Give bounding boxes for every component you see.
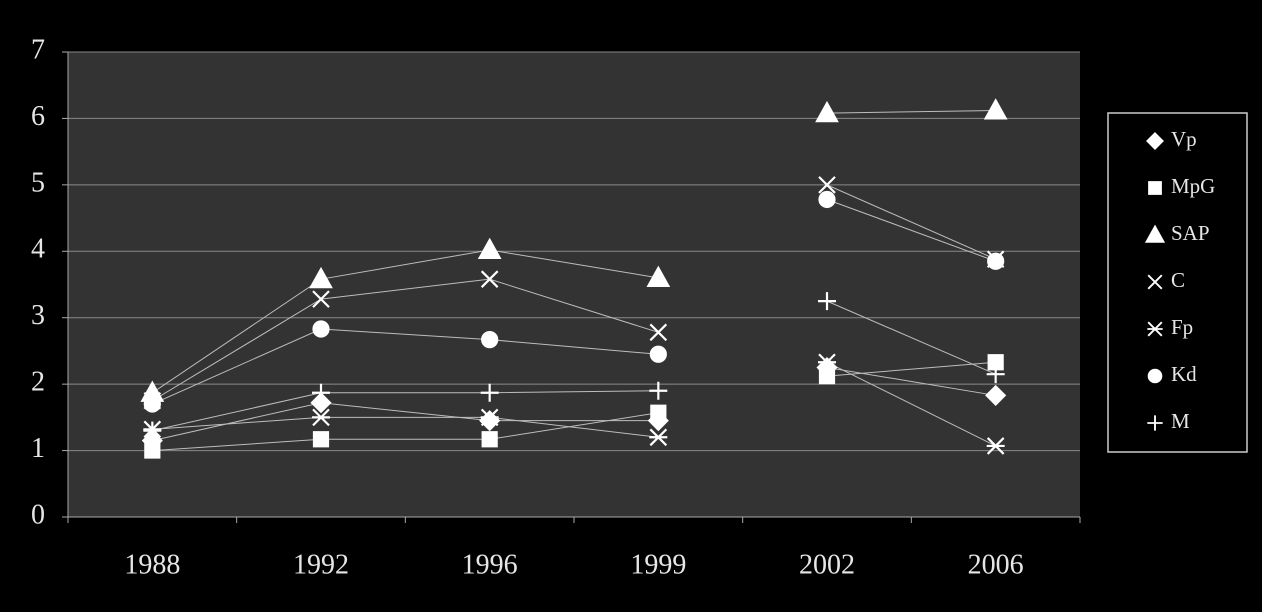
marker — [310, 392, 332, 414]
marker — [477, 237, 502, 260]
marker — [818, 292, 836, 311]
series-line — [152, 416, 659, 438]
marker — [481, 431, 498, 448]
legend-label: Vp — [1171, 127, 1197, 151]
legend-marker — [1147, 415, 1163, 431]
marker — [309, 266, 333, 289]
marker — [650, 404, 667, 421]
series-line — [152, 278, 659, 402]
marker — [312, 320, 330, 338]
legend-label: Fp — [1171, 315, 1193, 339]
series-line — [152, 412, 659, 452]
plot-area — [68, 52, 1080, 517]
marker — [649, 345, 667, 363]
marker — [312, 383, 330, 402]
marker — [986, 365, 1005, 384]
marker — [143, 421, 162, 440]
series-line — [826, 109, 996, 114]
y-tick-label: 3 — [31, 300, 45, 331]
legend-marker — [1146, 132, 1164, 150]
legend: Vp MpG SAP C Fp Kd M — [1144, 127, 1215, 433]
marker — [144, 442, 161, 459]
legend-label: SAP — [1171, 221, 1210, 245]
series-line — [152, 402, 659, 442]
legend-label: M — [1171, 409, 1190, 433]
marker — [480, 408, 499, 427]
series-line — [826, 199, 996, 262]
marker — [312, 290, 330, 308]
y-tick-label: 1 — [31, 433, 45, 464]
legend-marker — [1147, 321, 1163, 337]
y-tick-label: 4 — [31, 234, 45, 265]
y-tick-label: 6 — [31, 101, 45, 132]
legend-label: MpG — [1171, 174, 1215, 198]
legend-box — [1107, 112, 1248, 453]
marker — [143, 395, 161, 413]
marker — [986, 437, 1005, 455]
legend-marker — [1148, 181, 1162, 195]
series-line — [826, 184, 996, 260]
marker — [818, 353, 836, 371]
legend-marker — [1147, 368, 1163, 384]
marker — [985, 384, 1007, 406]
marker — [983, 98, 1008, 120]
y-tick-label: 5 — [31, 167, 45, 198]
marker — [480, 270, 499, 288]
marker — [312, 408, 330, 427]
marker — [987, 252, 1005, 270]
marker — [312, 431, 330, 448]
series-line — [826, 361, 996, 447]
marker — [818, 176, 836, 194]
legend-marker — [1147, 274, 1163, 290]
marker — [481, 331, 499, 349]
x-tick-label: 2006 — [968, 549, 1024, 580]
series-line — [152, 328, 659, 405]
marker — [987, 354, 1004, 371]
x-tick-label: 1992 — [293, 549, 349, 580]
marker — [649, 428, 668, 447]
x-tick-label: 1996 — [462, 549, 518, 580]
legend-label: C — [1171, 268, 1185, 292]
series-line — [826, 367, 996, 396]
x-tick-label: 1988 — [124, 549, 180, 580]
marker — [646, 265, 671, 287]
series-line — [152, 249, 659, 394]
series-line — [826, 300, 996, 375]
y-tick-label: 7 — [31, 34, 45, 65]
marker — [480, 383, 499, 402]
legend-marker — [1144, 224, 1166, 243]
marker — [649, 323, 668, 342]
marker — [815, 100, 839, 123]
marker — [818, 368, 836, 385]
series-line — [826, 361, 996, 377]
y-tick-label: 0 — [31, 499, 45, 530]
x-tick-label: 1999 — [630, 549, 686, 580]
legend-label: Kd — [1171, 362, 1197, 386]
marker — [818, 190, 836, 209]
x-tick-label: 2002 — [799, 549, 855, 580]
y-tick-label: 2 — [31, 367, 45, 398]
marker — [649, 381, 668, 400]
series-line — [152, 390, 659, 432]
